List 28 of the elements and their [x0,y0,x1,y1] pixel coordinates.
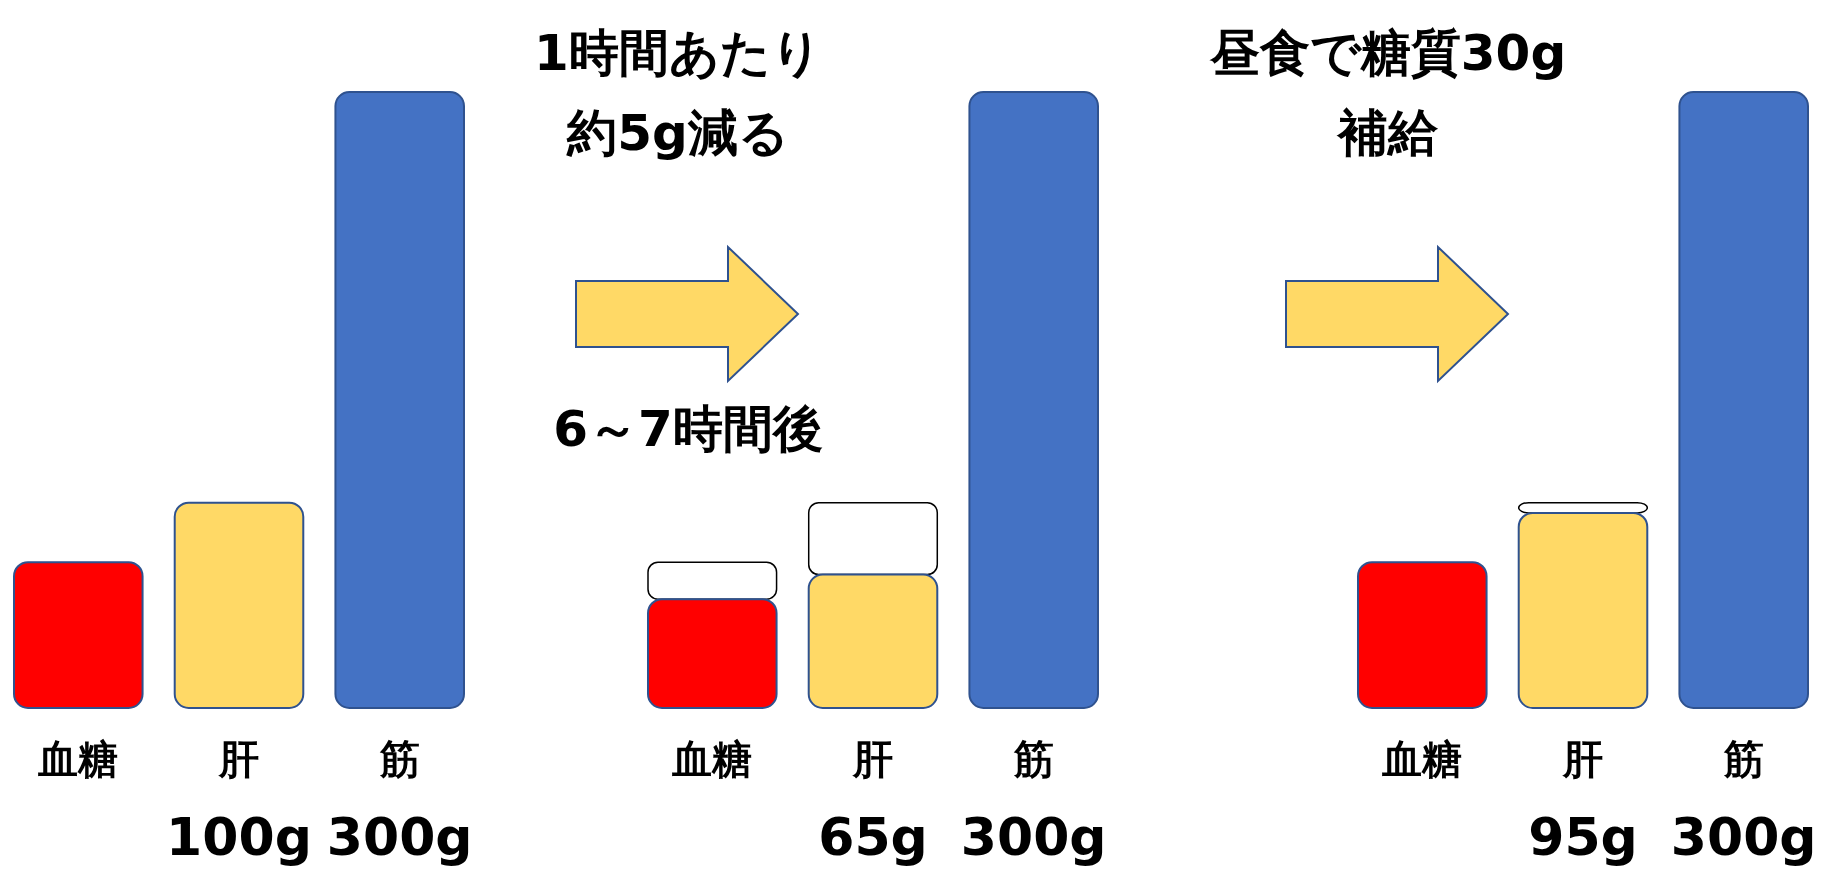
bar [1517,511,1649,709]
bar [968,91,1099,709]
data-label: 300g [326,807,473,867]
x-tick-label: 筋 [378,736,420,782]
bar [647,598,778,709]
text: 6～7時間後 [553,400,823,458]
bar [807,573,939,709]
x-tick-label: 筋 [1012,736,1054,782]
x-tick-label: 血糖 [671,736,753,782]
data-label: 65g [818,807,928,867]
data-label: 300g [1670,807,1817,867]
text: 1時間あたり [534,24,822,82]
bar [1357,561,1488,709]
x-tick-label: 肝 [1562,736,1603,782]
bar [647,561,778,600]
annotation: 約5g減る [566,104,789,162]
bar [807,501,939,576]
data-label: 300g [960,807,1107,867]
data-label: 95g [1528,807,1638,867]
x-tick-label: 血糖 [1381,736,1463,782]
data-label: 100g [166,807,312,867]
x-tick-label: 筋 [1722,736,1764,782]
x-tick-label: 肝 [852,736,893,782]
x-tick-label: 血糖 [37,736,119,782]
x-tick-label: 肝 [218,736,259,782]
text: 昼食で糖質30g [1208,24,1567,82]
annotation: 補給 [1336,104,1439,162]
bar [1678,91,1809,709]
